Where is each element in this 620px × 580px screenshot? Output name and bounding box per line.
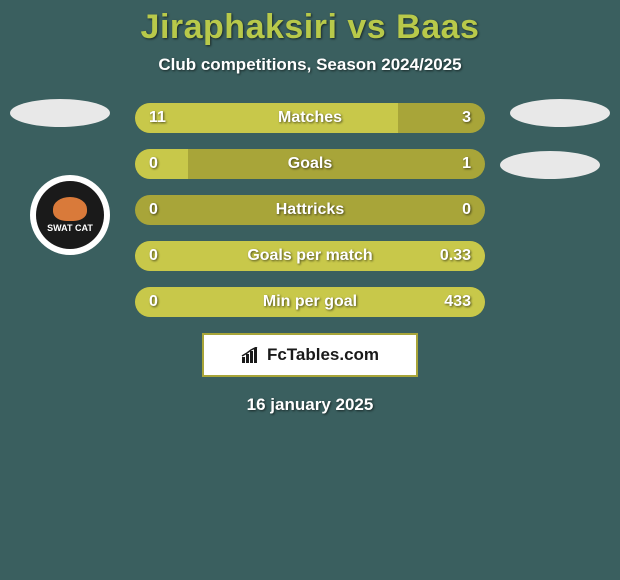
date-text: 16 january 2025 — [0, 395, 620, 415]
stat-label: Min per goal — [135, 293, 485, 311]
stat-row: 113Matches — [135, 103, 485, 133]
content-area: SWAT CAT 113Matches 01Goals 00Hattricks 00.… — [0, 103, 620, 415]
team-badge: SWAT CAT — [30, 175, 110, 255]
stat-label: Goals — [135, 155, 485, 173]
page-title: Jiraphaksiri vs Baas — [0, 0, 620, 47]
stat-row: 00Hattricks — [135, 195, 485, 225]
brand-text: FcTables.com — [267, 345, 379, 365]
badge-text: SWAT CAT — [47, 223, 93, 233]
stat-row: 0433Min per goal — [135, 287, 485, 317]
stat-label: Hattricks — [135, 201, 485, 219]
team-badge-inner: SWAT CAT — [36, 181, 104, 249]
stat-row: 00.33Goals per match — [135, 241, 485, 271]
subtitle: Club competitions, Season 2024/2025 — [0, 55, 620, 75]
player1-placeholder — [10, 99, 110, 127]
comparison-card: Jiraphaksiri vs Baas Club competitions, … — [0, 0, 620, 580]
badge-cat-icon — [53, 197, 87, 221]
stat-row: 01Goals — [135, 149, 485, 179]
chart-icon — [241, 347, 261, 363]
player2-placeholder — [510, 99, 610, 127]
stats-bars: 113Matches 01Goals 00Hattricks 00.33Goals p… — [135, 103, 485, 317]
stat-label: Goals per match — [135, 247, 485, 265]
stat-label: Matches — [135, 109, 485, 127]
brand-box[interactable]: FcTables.com — [202, 333, 418, 377]
player2-placeholder-2 — [500, 151, 600, 179]
